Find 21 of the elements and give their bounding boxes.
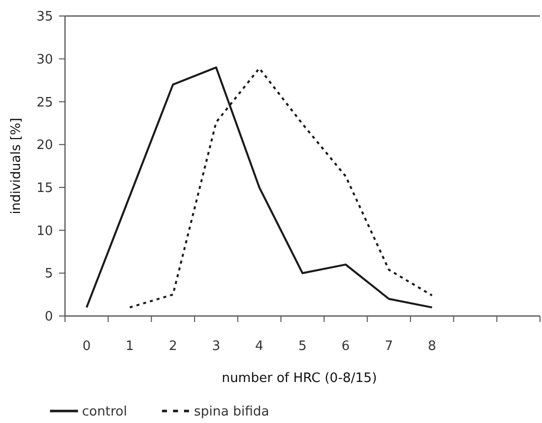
- x-tick-label: 5: [298, 339, 307, 354]
- x-tick-label: 1: [126, 339, 134, 354]
- x-tick-label: 3: [212, 339, 220, 354]
- x-tick-label: 6: [342, 339, 350, 354]
- x-tick-label: 4: [255, 339, 264, 354]
- y-tick-label: 35: [36, 10, 53, 25]
- x-axis-title: number of HRC (0-8/15): [222, 371, 377, 386]
- legend-label: spina bifida: [194, 404, 270, 420]
- y-tick-label: 30: [36, 52, 53, 68]
- x-tick-label: 7: [384, 339, 394, 354]
- y-tick-label: 5: [44, 266, 53, 282]
- y-tick-label: 0: [44, 310, 53, 325]
- x-tick-label: 2: [168, 339, 178, 354]
- y-tick-label: 20: [36, 138, 53, 154]
- x-tick-label: 0: [82, 339, 91, 354]
- x-tick-label: 8: [428, 339, 436, 354]
- y-tick-label: 10: [36, 224, 53, 239]
- y-tick-label: 15: [36, 180, 53, 196]
- legend-label: control: [82, 404, 128, 420]
- y-axis-title: individuals [%]: [9, 118, 24, 214]
- y-tick-label: 25: [36, 95, 53, 110]
